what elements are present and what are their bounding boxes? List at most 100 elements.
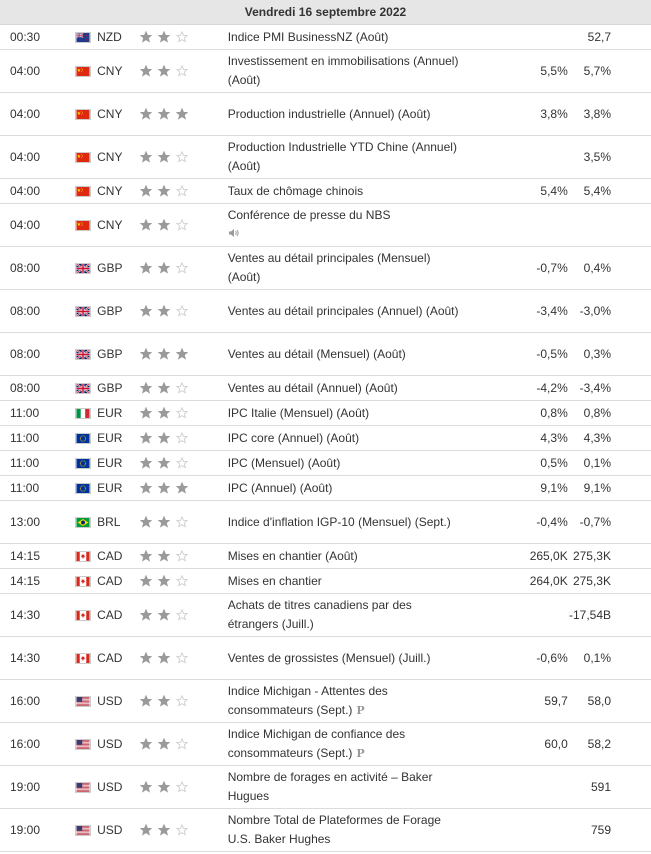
- event-row[interactable]: 19:00 USD Nombre de forages en activité – …: [0, 766, 651, 809]
- star-filled-icon: [158, 185, 171, 197]
- importance-rating: [125, 407, 227, 419]
- event-title-cell[interactable]: Indice Michigan de confiance des consomm…: [228, 725, 464, 763]
- event-time: 11:00: [10, 431, 40, 445]
- event-title-cell[interactable]: Investissement en immobilisations (Annue…: [228, 52, 464, 90]
- event-row[interactable]: 00:30 NZD Indice PMI BusinessNZ (Août) 52,7: [0, 25, 651, 50]
- event-title-link[interactable]: Nombre de forages en activité – Baker Hu…: [227, 770, 433, 803]
- importance-rating: [125, 185, 227, 197]
- event-title-cell[interactable]: Mises en chantier (Août): [228, 547, 464, 566]
- event-row[interactable]: 11:00 EUR IPC core (Annuel) (Août) 4,3% 4,3%: [0, 426, 651, 451]
- star-empty-icon: [176, 31, 189, 43]
- event-title-cell[interactable]: Ventes au détail (Mensuel) (Août): [228, 345, 464, 364]
- event-title-link[interactable]: Indice Michigan - Attentes des consommat…: [227, 684, 388, 717]
- event-row[interactable]: 04:00 CNY Production Industrielle YTD Chin…: [0, 136, 651, 179]
- currency-code: GBP: [97, 381, 123, 395]
- event-row[interactable]: 04:00 CNY Conférence de presse du NBS: [0, 204, 651, 247]
- event-row[interactable]: 11:00 EUR IPC (Annuel) (Août) 9,1% 9,1%: [0, 476, 651, 501]
- event-title-link[interactable]: Indice PMI BusinessNZ (Août): [227, 29, 389, 44]
- event-title-link[interactable]: IPC (Annuel) (Août): [227, 480, 333, 495]
- event-title-link[interactable]: Mises en chantier (Août): [227, 548, 358, 563]
- event-row[interactable]: 04:00 CNY Production industrielle (Annuel)…: [0, 93, 651, 136]
- event-forecast: 5,5%: [540, 64, 568, 78]
- event-title-cell[interactable]: Conférence de presse du NBS: [228, 206, 464, 244]
- event-title-cell[interactable]: Mises en chantier: [228, 572, 464, 591]
- event-title-cell[interactable]: Ventes de grossistes (Mensuel) (Juill.): [228, 649, 464, 668]
- event-title-link[interactable]: Ventes au détail principales (Mensuel) (…: [227, 251, 431, 284]
- event-title-cell[interactable]: Indice Michigan - Attentes des consommat…: [228, 682, 464, 720]
- event-row[interactable]: 08:00 GBP Ventes au détail principales (An…: [0, 290, 651, 333]
- event-row[interactable]: 04:00 CNY Investissement en immobilisation…: [0, 50, 651, 93]
- event-previous: 3,5%: [583, 150, 611, 164]
- event-time: 04:00: [10, 64, 41, 78]
- star-empty-icon: [176, 65, 189, 77]
- star-empty-icon: [176, 516, 189, 528]
- event-title-cell[interactable]: Production industrielle (Annuel) (Août): [228, 105, 464, 124]
- event-title-link[interactable]: Ventes de grossistes (Mensuel) (Juill.): [227, 650, 431, 665]
- event-time: 19:00: [10, 823, 41, 837]
- event-title-cell[interactable]: Nombre Total de Plateformes de Forage U.…: [228, 811, 464, 849]
- event-row[interactable]: 14:30 CAD Achats de titres canadiens par d…: [0, 594, 651, 637]
- star-filled-icon: [158, 652, 171, 664]
- event-title-cell[interactable]: Indice PMI BusinessNZ (Août): [228, 28, 464, 47]
- event-title-cell[interactable]: IPC (Mensuel) (Août): [228, 454, 464, 473]
- event-previous: 52,7: [587, 30, 611, 44]
- event-title-cell[interactable]: Nombre de forages en activité – Baker Hu…: [228, 768, 464, 806]
- event-time: 04:00: [10, 218, 41, 232]
- star-filled-icon: [140, 219, 153, 231]
- event-title-cell[interactable]: Ventes au détail principales (Mensuel) (…: [228, 249, 464, 287]
- event-previous: -3,0%: [579, 304, 611, 318]
- event-title-link[interactable]: Production industrielle (Annuel) (Août): [227, 106, 431, 121]
- event-currency: GBP: [61, 261, 125, 275]
- event-row[interactable]: 14:15 CAD Mises en chantier (Août) 265,0K 27…: [0, 544, 651, 569]
- currency-code: EUR: [97, 456, 123, 470]
- event-title-link[interactable]: IPC core (Annuel) (Août): [227, 430, 360, 445]
- event-title-link[interactable]: Ventes au détail principales (Annuel) (A…: [227, 303, 459, 318]
- event-title-link[interactable]: Ventes au détail (Mensuel) (Août): [227, 346, 406, 361]
- event-title-link[interactable]: Ventes au détail (Annuel) (Août): [227, 380, 398, 395]
- event-title-link[interactable]: Indice d'inflation IGP-10 (Mensuel) (Sep…: [227, 514, 451, 529]
- event-row[interactable]: 14:15 CAD Mises en chantier 264,0K 275,3K: [0, 569, 651, 594]
- event-title-cell[interactable]: Taux de chômage chinois: [228, 182, 464, 201]
- importance-rating: [125, 305, 227, 317]
- event-title-cell[interactable]: IPC (Annuel) (Août): [228, 479, 464, 498]
- event-title-link[interactable]: Taux de chômage chinois: [227, 183, 364, 198]
- event-title-cell[interactable]: Ventes au détail (Annuel) (Août): [228, 379, 464, 398]
- event-title-link[interactable]: IPC (Mensuel) (Août): [227, 455, 341, 470]
- currency-code: GBP: [97, 261, 123, 275]
- event-row[interactable]: 11:00 EUR IPC Italie (Mensuel) (Août) 0,8% 0…: [0, 401, 651, 426]
- event-forecast: 59,7: [544, 694, 568, 708]
- event-row[interactable]: 04:00 CNY Taux de chômage chinois 5,4% 5,4%: [0, 179, 651, 204]
- event-title-cell[interactable]: Achats de titres canadiens par des étran…: [228, 596, 464, 634]
- event-title-link[interactable]: Indice Michigan de confiance des consomm…: [227, 727, 406, 760]
- event-forecast: 60,0: [544, 737, 568, 751]
- event-title-link[interactable]: Production Industrielle YTD Chine (Annue…: [227, 140, 457, 173]
- event-row[interactable]: 08:00 GBP Ventes au détail (Annuel) (Août)…: [0, 376, 651, 401]
- event-row[interactable]: 13:00 BRL Indice d'inflation IGP-10 (Mensu…: [0, 501, 651, 544]
- importance-rating: [125, 382, 227, 394]
- event-title-cell[interactable]: IPC core (Annuel) (Août): [228, 429, 464, 448]
- event-title-link[interactable]: Achats de titres canadiens par des étran…: [227, 598, 412, 631]
- event-previous: -0,7%: [579, 515, 611, 529]
- event-title-cell[interactable]: Ventes au détail principales (Annuel) (A…: [228, 302, 464, 321]
- event-time: 08:00: [10, 381, 41, 395]
- event-title-link[interactable]: Mises en chantier: [227, 573, 322, 588]
- event-row[interactable]: 11:00 EUR IPC (Mensuel) (Août) 0,5% 0,1%: [0, 451, 651, 476]
- event-row[interactable]: 16:00 USD Indice Michigan de confiance des…: [0, 723, 651, 766]
- event-title-link[interactable]: IPC Italie (Mensuel) (Août): [227, 405, 370, 420]
- event-row[interactable]: 14:30 CAD Ventes de grossistes (Mensuel) (…: [0, 637, 651, 680]
- event-previous: 58,2: [587, 737, 611, 751]
- event-previous: 0,3%: [583, 347, 611, 361]
- star-filled-icon: [140, 65, 153, 77]
- event-forecast: 0,8%: [540, 406, 568, 420]
- event-row[interactable]: 08:00 GBP Ventes au détail principales (Me…: [0, 247, 651, 290]
- event-title-link[interactable]: Conférence de presse du NBS: [227, 207, 391, 222]
- event-row[interactable]: 08:00 GBP Ventes au détail (Mensuel) (Août…: [0, 333, 651, 376]
- event-title-link[interactable]: Investissement en immobilisations (Annue…: [227, 54, 459, 87]
- event-row[interactable]: 16:00 USD Indice Michigan - Attentes des c…: [0, 680, 651, 723]
- event-title-cell[interactable]: Indice d'inflation IGP-10 (Mensuel) (Sep…: [228, 513, 464, 532]
- star-filled-icon: [158, 781, 171, 793]
- event-title-link[interactable]: Nombre Total de Plateformes de Forage U.…: [227, 813, 441, 846]
- event-title-cell[interactable]: IPC Italie (Mensuel) (Août): [228, 404, 464, 423]
- event-row[interactable]: 19:00 USD Nombre Total de Plateformes de F…: [0, 809, 651, 852]
- event-title-cell[interactable]: Production Industrielle YTD Chine (Annue…: [228, 138, 464, 176]
